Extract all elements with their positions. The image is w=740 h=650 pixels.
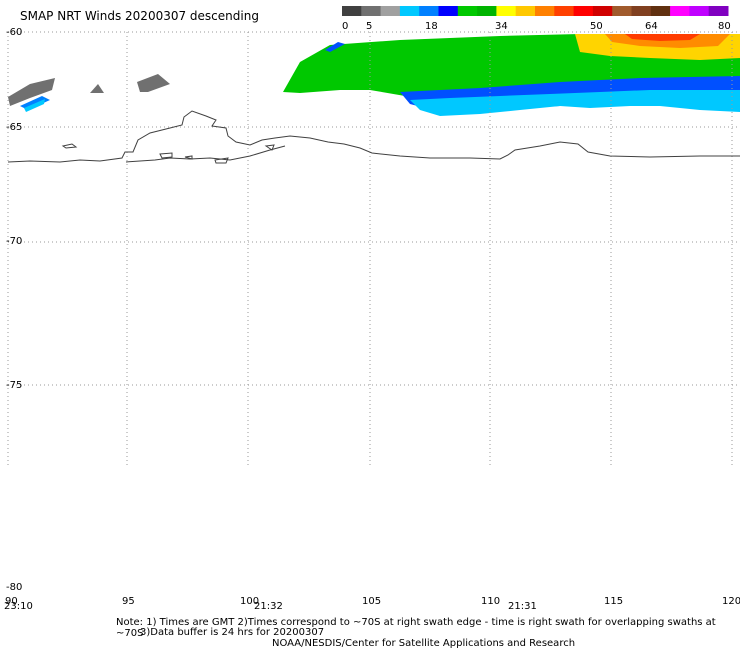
note-line-2: 3)Data buffer is 24 hrs for 20200307 [140,627,325,638]
wind-patch-cyan [24,99,45,112]
wind-fleck-blue [325,42,345,52]
longitude-label: 100 [240,596,260,607]
color-scale-label: 0 [342,21,349,32]
color-scale-swatch [650,6,671,16]
wind-patch-gray-2 [137,74,170,92]
wind-swath-cyan [410,90,740,116]
swath-time-1: 23:10 [4,601,33,612]
latitude-label: -80 [6,582,23,593]
color-scale-swatch [342,6,362,16]
swath-time-3: 21:31 [508,601,537,612]
color-scale-swatch [612,6,632,16]
color-scale-swatch [535,6,555,16]
ice-inlet [125,145,286,163]
longitude-label: 115 [604,596,624,607]
longitude-label: 105 [362,596,382,607]
island-5 [264,144,275,151]
longitude-label: 95 [122,596,135,607]
color-scale-swatch [573,6,594,16]
color-scale-swatch [457,6,478,16]
color-scale-label: 64 [645,21,658,32]
latitude-label: -65 [6,122,23,133]
longitude-label: 120 [722,596,740,607]
color-scale-swatch [477,6,497,16]
color-scale-swatch [708,6,729,16]
color-scale-label: 34 [495,21,508,32]
color-scale-swatch [554,6,575,16]
latitude-label: -70 [6,236,23,247]
island-4 [214,157,229,164]
color-scale-label: 80 [718,21,731,32]
note-line-3: NOAA/NESDIS/Center for Satellite Applica… [272,638,576,649]
color-scale-swatch [380,6,401,16]
island-2 [159,152,173,159]
longitude-label: 90 [5,596,18,607]
map-title: SMAP NRT Winds 20200307 descending [20,9,259,23]
island-1 [61,143,78,149]
wind-patch-gray [8,78,55,106]
color-scale-swatch [515,6,536,16]
wind-patch-gray-3 [90,84,104,93]
longitude-label: 110 [481,596,501,607]
lat-lon-grid [7,31,740,465]
color-scale-swatch [689,6,710,16]
color-scale-swatch [361,6,382,16]
color-scale-label: 5 [366,21,373,32]
swath-time-2: 21:32 [254,601,283,612]
color-scale-swatch [399,6,420,16]
color-scale-bar [342,6,729,16]
note-line-1: Note: 1) Times are GMT 2)Times correspon… [116,617,716,639]
color-scale-swatch [419,6,439,16]
color-scale-swatch [631,6,652,16]
latitude-label: -75 [6,380,23,391]
latitude-label: -60 [6,27,23,38]
island-3 [184,155,193,160]
color-scale-swatch [592,6,613,16]
color-scale-swatch [496,6,517,16]
color-scale-swatch [670,6,690,16]
antarctic-coastline [7,110,740,163]
color-scale-label: 50 [590,21,603,32]
wind-swath-red [625,34,700,41]
color-scale-label: 18 [425,21,438,32]
color-scale-swatch [438,6,459,16]
